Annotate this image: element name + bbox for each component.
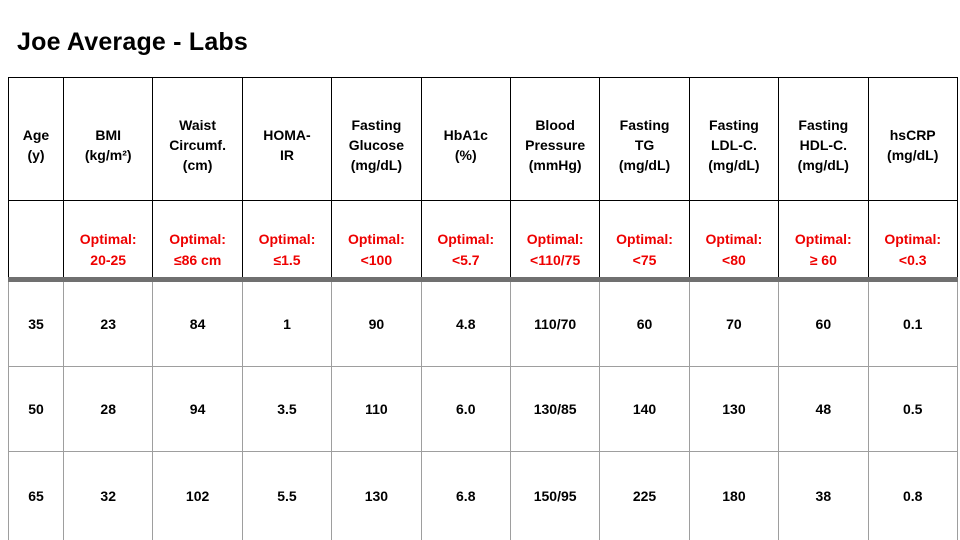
- table-row-age-35: 35 23 84 1 90 4.8 110/70 60 70 60 0.1: [8, 277, 958, 367]
- data-cell: 150/95: [509, 451, 601, 540]
- optimal-cell-homa-ir: Optimal: ≤1.5: [241, 200, 333, 280]
- data-cell: 140: [599, 366, 690, 452]
- optimal-cell-waist: Optimal: ≤86 cm: [152, 200, 243, 280]
- header-cell-bmi: BMI (kg/m²): [62, 77, 154, 201]
- data-cell: 60: [778, 277, 869, 367]
- optimal-cell-age: [8, 200, 64, 280]
- data-cell: 48: [778, 366, 869, 452]
- data-cell: 90: [331, 277, 422, 367]
- data-cell: 6.0: [420, 366, 511, 452]
- optimal-row: Optimal: 20-25 Optimal: ≤86 cm Optimal: …: [8, 200, 958, 280]
- optimal-cell-hscrp: Optimal: <0.3: [867, 200, 958, 280]
- data-cell: 130/85: [509, 366, 601, 452]
- data-cell: 110: [331, 366, 422, 452]
- header-cell-waist: Waist Circumf. (cm): [152, 77, 243, 201]
- data-cell: 60: [599, 277, 690, 367]
- data-cell: 94: [152, 366, 243, 452]
- data-cell: 130: [331, 451, 422, 540]
- data-cell: 110/70: [509, 277, 601, 367]
- data-cell: 0.5: [867, 366, 958, 452]
- header-cell-hscrp: hsCRP (mg/dL): [867, 77, 958, 201]
- optimal-cell-blood-pressure: Optimal: <110/75: [509, 200, 601, 280]
- data-cell: 225: [599, 451, 690, 540]
- labs-table: Age (y) BMI (kg/m²) Waist Circumf. (cm) …: [8, 77, 958, 540]
- table-row-age-50: 50 28 94 3.5 110 6.0 130/85 140 130 48 0…: [8, 366, 958, 452]
- header-row: Age (y) BMI (kg/m²) Waist Circumf. (cm) …: [8, 77, 958, 201]
- optimal-cell-bmi: Optimal: 20-25: [62, 200, 154, 280]
- optimal-cell-fasting-glucose: Optimal: <100: [331, 200, 422, 280]
- data-cell: 0.1: [867, 277, 958, 367]
- optimal-cell-fasting-ldl: Optimal: <80: [688, 200, 780, 280]
- data-cell: 4.8: [420, 277, 511, 367]
- data-cell: 3.5: [241, 366, 333, 452]
- page-title: Joe Average - Labs: [17, 28, 249, 56]
- header-cell-fasting-hdl: Fasting HDL-C. (mg/dL): [778, 77, 869, 201]
- table-row-age-65: 65 32 102 5.5 130 6.8 150/95 225 180 38 …: [8, 451, 958, 540]
- data-cell: 50: [8, 366, 64, 452]
- data-cell: 130: [688, 366, 780, 452]
- data-cell: 180: [688, 451, 780, 540]
- data-cell: 5.5: [241, 451, 333, 540]
- data-cell: 32: [62, 451, 154, 540]
- data-cell: 35: [8, 277, 64, 367]
- optimal-cell-fasting-hdl: Optimal: ≥ 60: [778, 200, 869, 280]
- header-cell-fasting-tg: Fasting TG (mg/dL): [599, 77, 690, 201]
- optimal-cell-fasting-tg: Optimal: <75: [599, 200, 690, 280]
- data-cell: 102: [152, 451, 243, 540]
- header-cell-blood-pressure: Blood Pressure (mmHg): [509, 77, 601, 201]
- data-cell: 70: [688, 277, 780, 367]
- header-cell-age: Age (y): [8, 77, 64, 201]
- data-cell: 23: [62, 277, 154, 367]
- header-cell-fasting-glucose: Fasting Glucose (mg/dL): [331, 77, 422, 201]
- header-cell-homa-ir: HOMA- IR: [241, 77, 333, 201]
- optimal-cell-hba1c: Optimal: <5.7: [420, 200, 511, 280]
- data-cell: 28: [62, 366, 154, 452]
- header-cell-hba1c: HbA1c (%): [420, 77, 511, 201]
- header-cell-fasting-ldl: Fasting LDL-C. (mg/dL): [688, 77, 780, 201]
- data-cell: 6.8: [420, 451, 511, 540]
- data-cell: 84: [152, 277, 243, 367]
- data-cell: 1: [241, 277, 333, 367]
- data-cell: 0.8: [867, 451, 958, 540]
- data-cell: 38: [778, 451, 869, 540]
- data-cell: 65: [8, 451, 64, 540]
